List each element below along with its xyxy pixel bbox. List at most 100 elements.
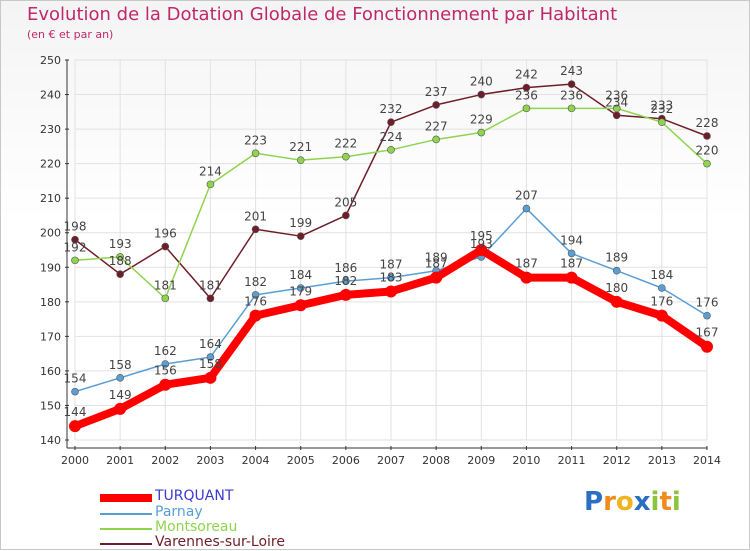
x-tick-label: 2000 (61, 454, 89, 467)
data-label: 232 (650, 102, 673, 116)
data-label: 236 (605, 88, 628, 102)
data-label: 158 (109, 358, 132, 372)
y-tick-label: 240 (40, 89, 61, 102)
data-label: 240 (470, 75, 493, 89)
x-tick-label: 2002 (151, 454, 179, 467)
data-point (206, 294, 215, 303)
data-point (159, 378, 172, 391)
data-label: 221 (289, 140, 312, 154)
data-point (342, 152, 350, 161)
data-label: 182 (334, 274, 357, 288)
data-point (658, 284, 666, 292)
data-point (69, 420, 81, 433)
data-label: 186 (334, 261, 357, 275)
data-point (342, 211, 350, 220)
data-point (339, 288, 352, 301)
data-label: 181 (199, 278, 222, 292)
y-tick-label: 200 (40, 227, 61, 240)
legend-label: TURQUANT (155, 488, 234, 504)
data-label: 192 (64, 240, 87, 254)
x-tick-label: 2001 (106, 454, 134, 467)
data-label: 188 (109, 254, 132, 268)
data-label: 242 (515, 68, 538, 82)
series-lines (69, 80, 713, 433)
data-label: 162 (154, 344, 177, 358)
chart-subtitle: (en € et par an) (27, 28, 114, 41)
data-label: 236 (515, 88, 538, 102)
data-point (296, 232, 305, 240)
data-point (294, 299, 307, 312)
legend-swatch (100, 494, 152, 502)
legend-swatch (100, 528, 152, 530)
proxiti-logo: Proxiti (584, 487, 681, 517)
data-label: 220 (696, 144, 719, 158)
data-point (567, 104, 576, 113)
data-label: 194 (560, 233, 583, 247)
chart-title: Evolution de la Dotation Globale de Fonc… (27, 4, 618, 25)
y-tick-label: 180 (40, 296, 61, 309)
data-point (703, 311, 711, 320)
data-label: 222 (334, 137, 357, 151)
data-point (387, 146, 395, 154)
data-point (522, 104, 531, 113)
data-point (71, 387, 79, 396)
logo-letter: r (603, 487, 616, 517)
grid-lines (74, 59, 708, 441)
data-point (658, 118, 666, 126)
y-tick-label: 140 (40, 434, 61, 447)
y-tick-label: 250 (40, 54, 61, 67)
x-tick-label: 2010 (512, 454, 540, 467)
data-point (116, 253, 124, 261)
data-point (387, 273, 395, 282)
data-label: 243 (560, 64, 583, 78)
data-label: 228 (696, 116, 719, 130)
data-label: 187 (425, 257, 448, 271)
y-tick-label: 230 (40, 123, 61, 136)
data-label: 184 (289, 268, 312, 282)
data-label: 229 (470, 113, 493, 127)
x-tick-label: 2012 (603, 454, 631, 467)
data-label: 189 (605, 251, 628, 265)
data-label: 144 (64, 405, 87, 419)
legend-swatch (100, 543, 152, 545)
data-point (701, 340, 713, 353)
data-point (522, 83, 531, 92)
data-point (387, 118, 395, 126)
data-label: 199 (289, 216, 312, 230)
x-tick-label: 2005 (287, 454, 315, 467)
data-point (655, 309, 668, 322)
x-tick-label: 2009 (467, 454, 495, 467)
data-label: 234 (605, 95, 628, 109)
data-label: 233 (650, 99, 673, 113)
data-point (703, 132, 711, 140)
data-point (477, 128, 486, 137)
data-point (161, 360, 170, 368)
data-point (71, 235, 79, 244)
x-tick-label: 2008 (422, 454, 450, 467)
logo-letter: o (615, 487, 634, 517)
data-label: 176 (650, 295, 673, 309)
data-point (612, 266, 621, 275)
data-label: 156 (154, 364, 177, 378)
logo-letter: P (584, 487, 604, 517)
data-point (612, 111, 621, 120)
x-tick-label: 2007 (377, 454, 405, 467)
data-point (161, 294, 170, 303)
y-tick-label: 190 (40, 261, 61, 274)
data-label: 193 (470, 237, 493, 251)
data-label: 183 (380, 270, 403, 284)
data-label: 182 (244, 275, 267, 289)
data-label: 181 (154, 278, 177, 292)
y-tick-label: 210 (40, 192, 61, 205)
data-point (432, 135, 440, 144)
data-label: 205 (334, 195, 357, 209)
data-point (251, 149, 260, 158)
data-label: 207 (515, 189, 538, 203)
data-point (565, 271, 578, 284)
data-label: 196 (154, 227, 177, 241)
data-label: 187 (380, 258, 403, 272)
data-point (385, 285, 397, 298)
legend-label: Varennes-sur-Loire (155, 534, 285, 550)
